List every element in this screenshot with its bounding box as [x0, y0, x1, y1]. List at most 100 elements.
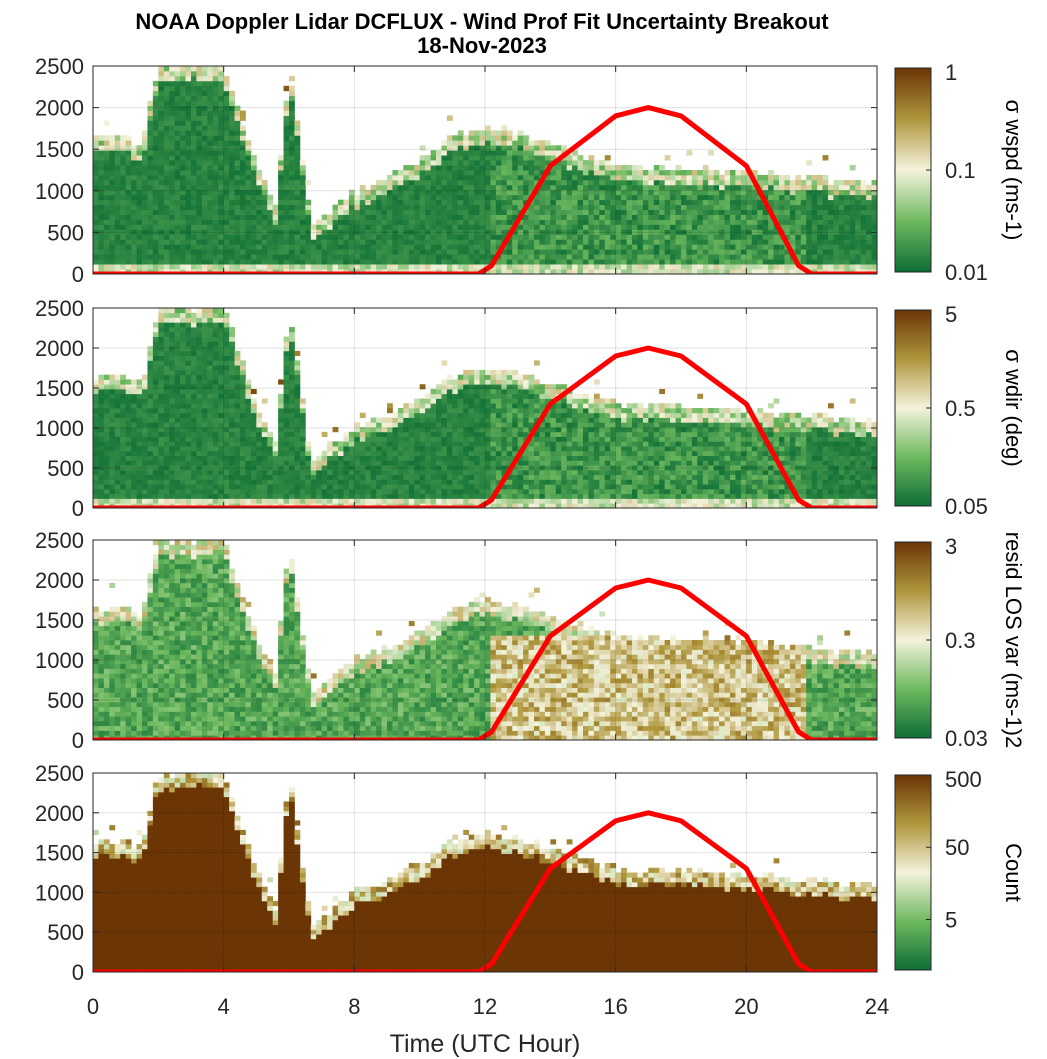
heatmap-cell [234, 239, 241, 245]
heatmap-cell [730, 189, 736, 196]
heatmap-cell [120, 244, 127, 250]
heatmap-cell [795, 234, 802, 240]
heatmap-cell [207, 317, 214, 323]
heatmap-cell [191, 170, 197, 176]
heatmap-cell [506, 130, 513, 136]
heatmap-cell [370, 194, 377, 201]
heatmap-cell [844, 249, 851, 255]
heatmap-cell [294, 422, 301, 428]
heatmap-cell [256, 498, 263, 504]
heatmap-cell [610, 269, 617, 274]
heatmap-cell [354, 244, 361, 250]
heatmap-cell [441, 234, 448, 240]
heatmap-cell [572, 244, 578, 250]
heatmap-cell [114, 465, 121, 471]
heatmap-cell [114, 455, 121, 461]
heatmap-cell [272, 259, 279, 265]
heatmap-cell [201, 219, 208, 225]
heatmap-cell [93, 408, 99, 414]
heatmap-cell [207, 244, 214, 250]
heatmap-cell [294, 165, 301, 171]
heatmap-cell [229, 369, 235, 376]
heatmap-cell [267, 479, 274, 485]
heatmap-cell [174, 135, 181, 141]
heatmap-cell [114, 214, 121, 220]
heatmap-cell [561, 224, 568, 230]
heatmap-cell [191, 384, 197, 390]
heatmap-cell [593, 269, 600, 274]
heatmap-cell [528, 165, 535, 171]
heatmap-cell [789, 219, 796, 225]
heatmap-cell [550, 194, 557, 201]
heatmap-cell [452, 219, 459, 225]
heatmap-cell [229, 469, 235, 476]
heatmap-cell [223, 450, 230, 457]
heatmap-cell [218, 155, 225, 161]
heatmap-cell [223, 398, 230, 404]
heatmap-cell [310, 239, 317, 245]
heatmap-cell [779, 264, 785, 270]
heatmap-cell [125, 455, 132, 461]
heatmap-cell [348, 229, 355, 235]
heatmap-cell [136, 412, 143, 418]
heatmap-cell [125, 403, 132, 409]
heatmap-cell [169, 374, 176, 380]
heatmap-cell [158, 388, 165, 395]
heatmap-cell [114, 427, 121, 433]
heatmap-cell [185, 160, 192, 166]
heatmap-cell [299, 234, 306, 240]
heatmap-cell [495, 224, 502, 230]
heatmap-cell [174, 184, 181, 191]
heatmap-cell [272, 244, 279, 250]
heatmap-cell [838, 199, 845, 206]
heatmap-cell [234, 105, 241, 111]
heatmap-cell [686, 239, 693, 245]
heatmap-cell [131, 204, 137, 211]
heatmap-cell [109, 488, 116, 495]
heatmap-cell [180, 234, 186, 240]
heatmap-cell [240, 199, 246, 206]
heatmap-cell [762, 234, 769, 240]
heatmap-cell [457, 135, 464, 141]
heatmap-cell [180, 374, 186, 380]
heatmap-cell [180, 446, 186, 452]
heatmap-cell [169, 165, 176, 171]
heatmap-cell [338, 488, 344, 495]
colorbar-label: σ wspd (ms-1) [1001, 100, 1026, 241]
heatmap-cell [517, 249, 524, 255]
heatmap-cell [485, 165, 491, 171]
heatmap-cell [392, 229, 399, 235]
heatmap-cell [191, 341, 197, 347]
heatmap-cell [550, 264, 557, 270]
heatmap-cell [528, 269, 535, 274]
heatmap-cell [294, 214, 301, 220]
heatmap-cell [583, 219, 589, 225]
heatmap-cell [686, 150, 693, 156]
heatmap-cell [218, 95, 225, 102]
heatmap-cell [283, 189, 290, 196]
heatmap-cell [561, 254, 568, 260]
heatmap-cell [789, 214, 796, 220]
heatmap-cell [730, 269, 736, 274]
heatmap-cell [419, 184, 426, 191]
heatmap-cell [234, 120, 241, 126]
heatmap-cell [120, 374, 127, 380]
heatmap-cell [278, 170, 284, 176]
heatmap-cell [212, 446, 219, 452]
heatmap-cell [212, 259, 219, 265]
heatmap-cell [653, 209, 660, 215]
heatmap-cell [539, 259, 546, 265]
heatmap-cell [212, 341, 219, 347]
heatmap-cell [664, 264, 671, 270]
heatmap-cell [229, 110, 235, 116]
heatmap-cell [430, 165, 437, 171]
heatmap-cell [256, 209, 263, 215]
heatmap-cell [648, 184, 655, 191]
heatmap-cell [245, 417, 252, 423]
heatmap-cell [185, 85, 192, 92]
heatmap-cell [196, 120, 203, 126]
heatmap-cell [490, 254, 497, 260]
heatmap-cell [588, 229, 595, 235]
heatmap-cell [163, 194, 170, 201]
heatmap-cell [561, 264, 568, 270]
